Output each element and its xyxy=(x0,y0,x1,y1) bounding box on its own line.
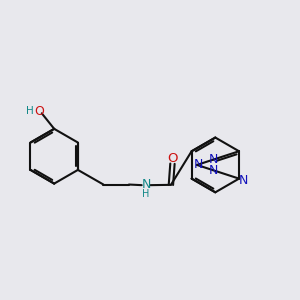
Text: H: H xyxy=(142,190,150,200)
Text: N: N xyxy=(208,164,218,177)
Text: N: N xyxy=(141,178,151,191)
Text: H: H xyxy=(26,106,34,116)
Text: N: N xyxy=(194,158,203,171)
Text: N: N xyxy=(208,153,218,166)
Text: O: O xyxy=(167,152,178,165)
Text: N: N xyxy=(238,174,248,187)
Text: O: O xyxy=(34,105,44,118)
